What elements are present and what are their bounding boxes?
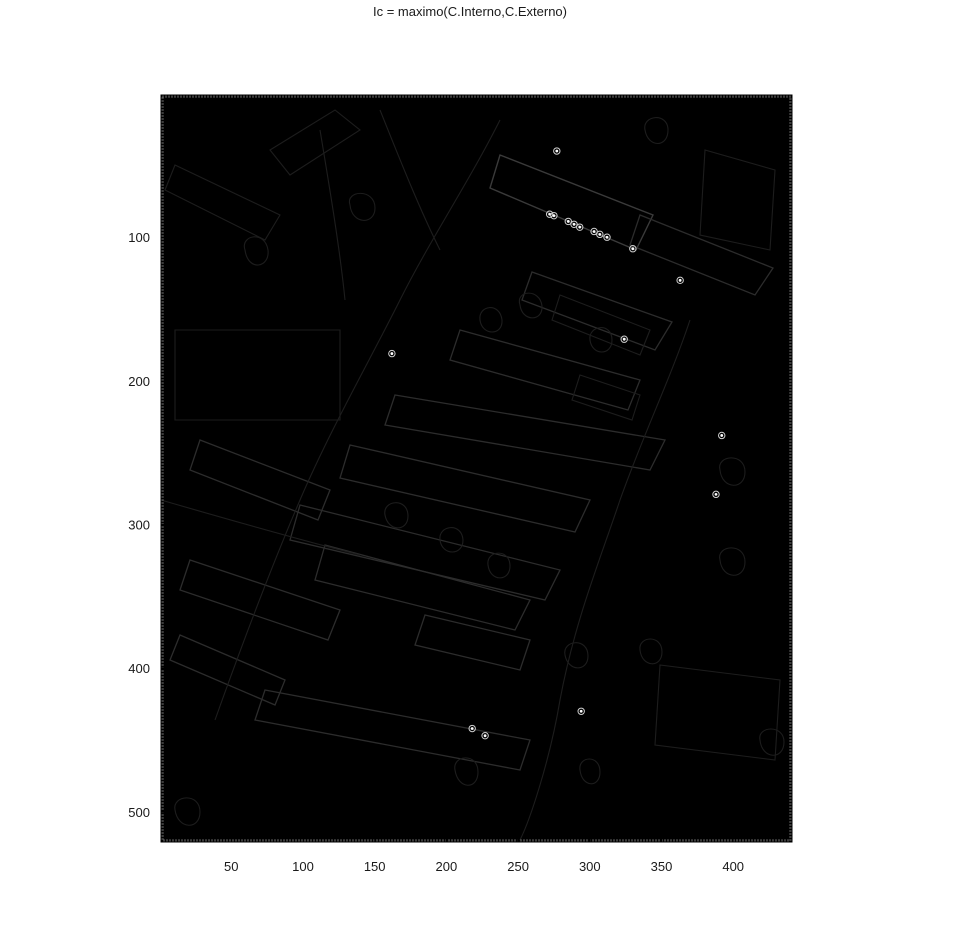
road-edge (214, 119, 501, 721)
chart-title: Ic = maximo(C.Interno,C.Externo) (373, 4, 567, 19)
tree-outline (518, 292, 543, 319)
bright-point (631, 247, 635, 251)
edge-texture (160, 109, 785, 841)
bright-point-halo (570, 220, 578, 228)
bright-point (678, 278, 682, 282)
plot-frame (160, 94, 793, 843)
bright-point (578, 225, 582, 229)
bright-point-halo (596, 230, 604, 239)
building-outline (521, 271, 673, 351)
tree-outline (759, 728, 785, 756)
bright-point-halo (577, 707, 585, 715)
image-background (161, 95, 792, 842)
x-tick-label: 200 (436, 859, 458, 874)
bright-point (390, 352, 394, 355)
building-outline (164, 164, 281, 241)
building-outline (654, 664, 781, 761)
building-outline (269, 109, 361, 176)
x-tick-label: 250 (507, 859, 529, 874)
building-outline (384, 394, 666, 471)
bright-point-halo (576, 223, 584, 231)
x-tick-label: 150 (364, 859, 386, 874)
bright-point (579, 709, 583, 713)
bright-point (592, 230, 596, 233)
bright-point (714, 492, 718, 496)
x-tick-label: 300 (579, 859, 601, 874)
bright-point-halo (481, 731, 489, 740)
bright-point (622, 337, 626, 341)
bright-point-halo (629, 245, 637, 253)
x-tick-label: 50 (224, 859, 238, 874)
building-outline (254, 689, 531, 771)
bright-point-halo (676, 276, 684, 285)
building-outline (414, 614, 531, 671)
bright-point (470, 727, 474, 730)
tree-outline (454, 757, 479, 786)
bright-point-halo (620, 335, 628, 343)
bright-point (566, 220, 570, 223)
bright-point (555, 149, 559, 153)
bright-point (605, 235, 609, 239)
x-tick-label: 100 (292, 859, 314, 874)
building-outline (189, 439, 331, 521)
building-outline (169, 634, 286, 706)
road-edge (319, 129, 346, 301)
tree-outline (174, 797, 201, 826)
y-tick-label: 300 (128, 518, 150, 533)
bright-point-halo (718, 431, 726, 440)
bright-point (483, 734, 487, 738)
tree-outline (439, 527, 464, 553)
bright-point-halo (550, 211, 558, 220)
tree-outline (719, 457, 746, 486)
building-outline (449, 329, 641, 411)
building-outline (571, 374, 641, 421)
road-edge (379, 109, 441, 251)
bright-point (598, 232, 602, 236)
x-tick-label: 350 (651, 859, 673, 874)
bright-point-halo (564, 217, 572, 226)
bright-point-halo (590, 227, 598, 236)
building-outline (289, 504, 561, 601)
plot-area (160, 94, 793, 843)
building-outline (314, 544, 531, 631)
bright-point-halo (545, 210, 554, 218)
bright-point (552, 214, 556, 218)
y-axis: 100 200 300 400 500 (128, 230, 166, 820)
tree-outline (589, 327, 613, 353)
building-outline (699, 149, 776, 251)
building-outline (339, 444, 591, 533)
building-outline (551, 294, 651, 356)
tree-outline (348, 192, 376, 221)
bright-point-halo (603, 233, 611, 241)
tree-outline (719, 547, 746, 576)
bright-point (572, 222, 576, 226)
building-outline (174, 329, 341, 421)
y-tick-label: 500 (128, 805, 150, 820)
tree-outline (384, 502, 409, 529)
y-tick-label: 400 (128, 661, 150, 676)
bright-point-halo (712, 490, 720, 499)
bright-point-halo (388, 349, 396, 358)
bright-points (388, 147, 726, 740)
y-tick-label: 100 (128, 230, 150, 245)
bright-point-halo (468, 724, 476, 733)
tree-outline (479, 307, 503, 333)
building-outline (179, 559, 341, 641)
road-edge (519, 319, 691, 841)
tree-outline (644, 117, 669, 145)
bright-point (720, 434, 724, 437)
x-tick-label: 400 (722, 859, 744, 874)
tree-outline (579, 758, 601, 785)
tree-outline (487, 552, 511, 579)
image-border-speckle (161, 95, 792, 842)
tree-outline (639, 638, 663, 665)
tree-outline (564, 642, 589, 669)
y-tick-label: 200 (128, 374, 150, 389)
tree-outline (243, 236, 269, 266)
x-axis: 50 100 150 200 250 300 350 400 (224, 837, 744, 874)
building-outline (629, 214, 774, 296)
bright-point-halo (553, 147, 561, 155)
road-edge (160, 499, 361, 556)
